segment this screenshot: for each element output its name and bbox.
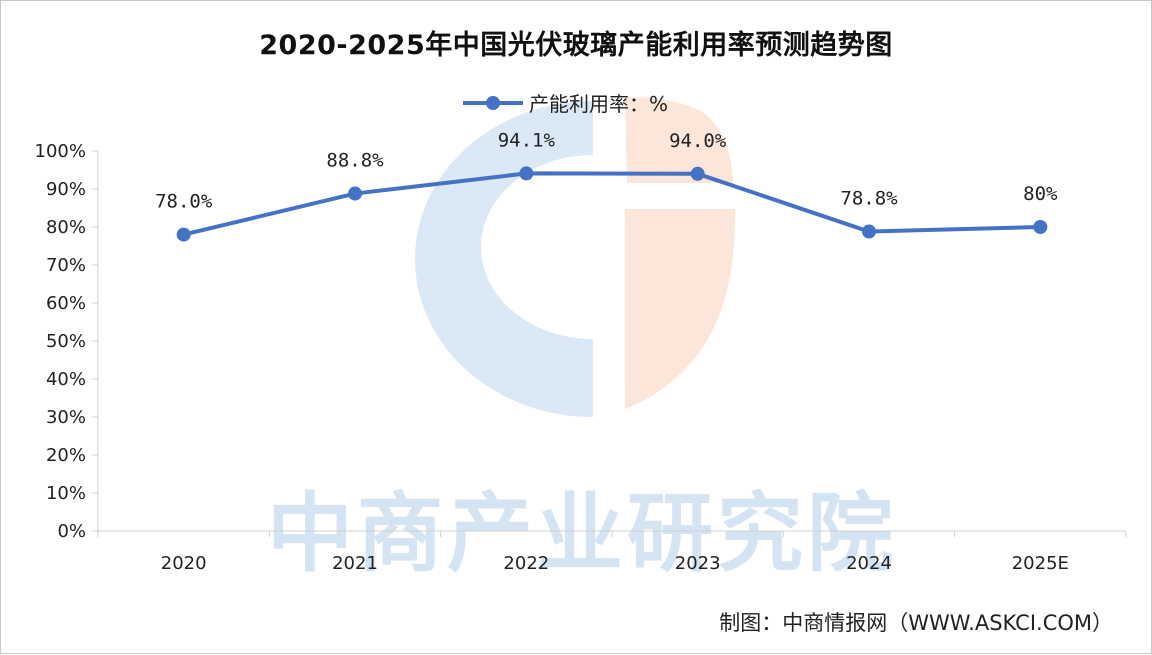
x-tick-label: 2024	[846, 553, 892, 574]
y-tick-label: 100%	[35, 141, 86, 162]
data-point	[1033, 220, 1048, 234]
source-note: 制图：中商情报网（WWW.ASKCI.COM）	[719, 611, 1113, 635]
y-tick-label: 60%	[46, 293, 86, 314]
data-point	[519, 166, 534, 181]
x-tick-label: 2023	[675, 553, 721, 574]
data-label: 88.8%	[326, 150, 384, 172]
y-tick-label: 90%	[46, 179, 86, 200]
legend-label: 产能利用率：%	[529, 91, 669, 116]
watermark-text: 中商产业研究院	[267, 484, 897, 584]
y-tick-label: 70%	[46, 255, 86, 276]
data-point	[176, 227, 191, 242]
legend: 产能利用率：%	[463, 87, 668, 117]
data-label: 94.0%	[669, 130, 727, 152]
chart-title: 2020-2025年中国光伏玻璃产能利用率预测趋势图	[259, 30, 893, 61]
data-label: 94.1%	[498, 129, 556, 151]
x-tick-label: 2020	[161, 553, 207, 574]
y-tick-label: 30%	[46, 407, 86, 428]
y-tick-label: 10%	[46, 483, 86, 504]
y-tick-label: 40%	[46, 369, 86, 390]
y-tick-label: 80%	[46, 217, 86, 238]
x-tick-label: 2022	[503, 553, 549, 574]
y-tick-label: 0%	[57, 521, 86, 542]
legend-line-marker-icon	[463, 87, 523, 117]
data-point	[690, 166, 705, 181]
data-point	[862, 224, 876, 239]
data-label: 78.8%	[840, 188, 898, 210]
y-tick-label: 20%	[46, 445, 86, 466]
x-tick-label: 2021	[332, 553, 378, 574]
data-label: 80%	[1023, 183, 1058, 205]
data-point	[348, 186, 362, 201]
series-line	[183, 171, 1041, 237]
data-label: 78.0%	[155, 191, 213, 213]
y-tick-label: 50%	[46, 331, 86, 352]
x-tick-label: 2025E	[1012, 553, 1069, 574]
